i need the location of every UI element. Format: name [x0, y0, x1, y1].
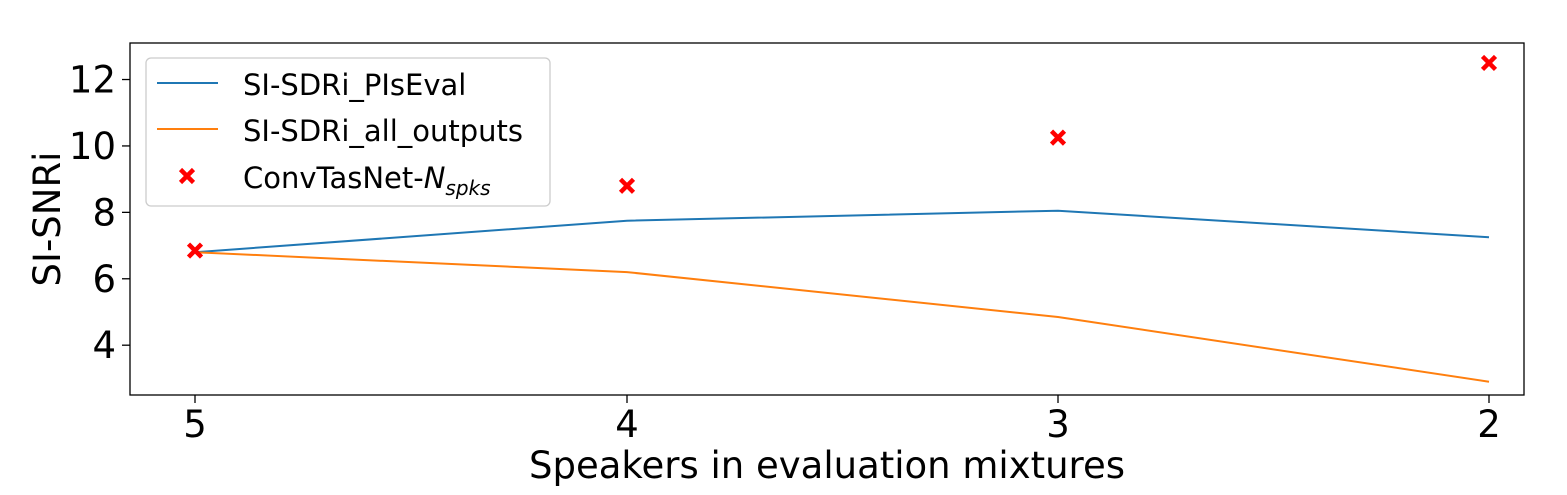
series-line-1 [194, 209, 1490, 254]
data-point-marker [618, 177, 636, 194]
data-point-marker [1049, 129, 1067, 146]
x-axis-label: Speakers in evaluation mixtures [529, 444, 1125, 487]
y-tick-label: 12 [69, 59, 116, 102]
data-point-marker [186, 242, 204, 259]
y-tick-label: 10 [69, 125, 116, 168]
plot-frame [129, 42, 1525, 396]
data-point-marker [1480, 54, 1498, 72]
legend: SI-SDRi_PIsEval SI-SDRi_all_outputs ConvTa… [145, 57, 551, 207]
legend-swatch [178, 167, 196, 185]
x-tick-label: 3 [1046, 403, 1070, 446]
y-axis-label: SI-SNRi [26, 152, 69, 287]
legend-box [145, 57, 551, 207]
legend-label: SI-SDRi_all_outputs [243, 114, 523, 148]
y-tick-label: 8 [92, 191, 116, 234]
y-tick-label: 6 [92, 258, 116, 301]
axes: 4 6 8 10 12 5 4 3 2 [69, 42, 1525, 446]
legend-label: ConvTasNet-Nspks [243, 161, 491, 200]
legend-label: SI-SDRi_PIsEval [243, 68, 466, 102]
x-tick-label: 5 [183, 403, 207, 446]
series-line-2 [194, 251, 1490, 383]
x-tick-label: 2 [1477, 403, 1501, 446]
plot-area [186, 54, 1498, 383]
y-tick-label: 4 [92, 324, 116, 367]
x-tick-label: 4 [615, 403, 639, 446]
